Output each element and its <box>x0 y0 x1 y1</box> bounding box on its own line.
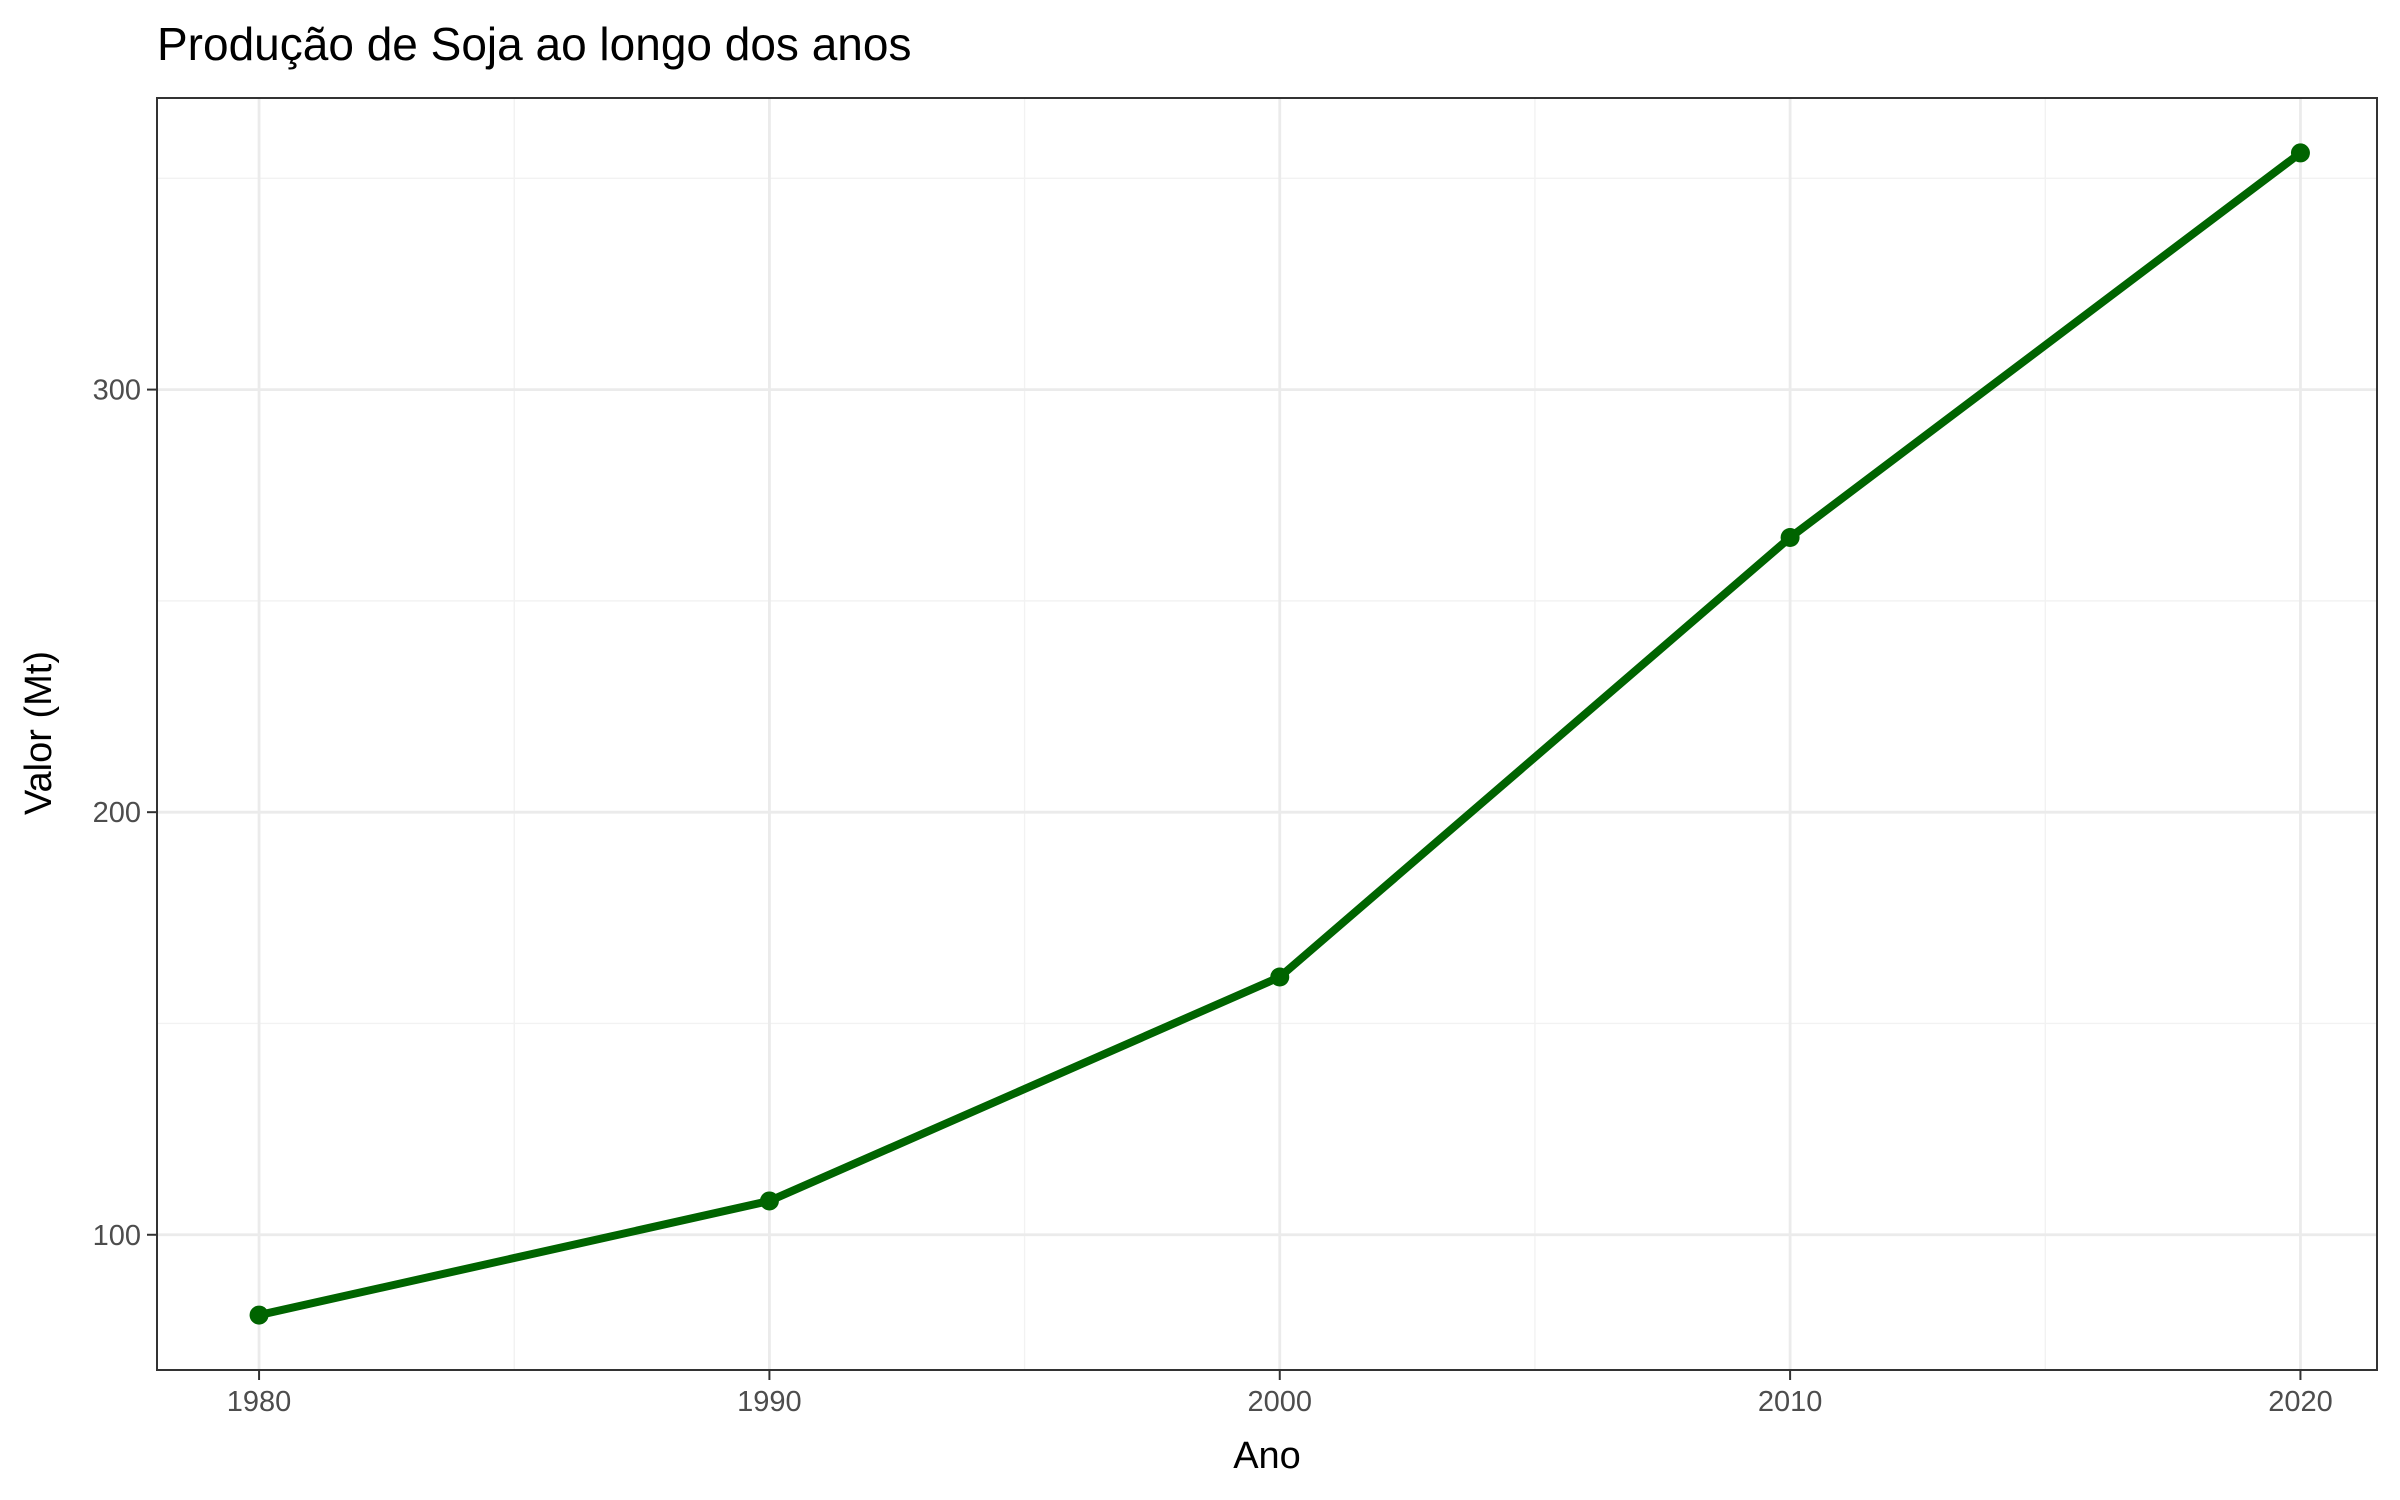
x-tick-label: 2000 <box>1248 1386 1313 1418</box>
panel-border <box>156 97 2378 1371</box>
grid-lines <box>157 98 2377 1370</box>
y-axis-title: Valor (Mt) <box>18 651 60 815</box>
data-point <box>2290 143 2310 163</box>
x-tick-label: 1980 <box>227 1386 292 1418</box>
y-tick-label: 100 <box>93 1220 141 1252</box>
series-layer <box>249 143 2310 1325</box>
y-tick-label: 300 <box>93 375 141 407</box>
x-tick-label: 2010 <box>1758 1386 1823 1418</box>
data-point <box>249 1305 269 1325</box>
x-tick-label: 1990 <box>737 1386 802 1418</box>
x-axis-title: Ano <box>1233 1435 1301 1477</box>
data-point <box>1270 967 1290 987</box>
axis-ticks: 1980 1990 2000 2010 2020 100 200 300 <box>93 375 2333 1418</box>
y-tick-label: 200 <box>93 797 141 829</box>
x-tick-label: 2020 <box>2268 1386 2333 1418</box>
chart-title: Produção de Soja ao longo dos anos <box>157 18 911 70</box>
data-point <box>1780 527 1800 547</box>
data-point <box>759 1191 779 1211</box>
